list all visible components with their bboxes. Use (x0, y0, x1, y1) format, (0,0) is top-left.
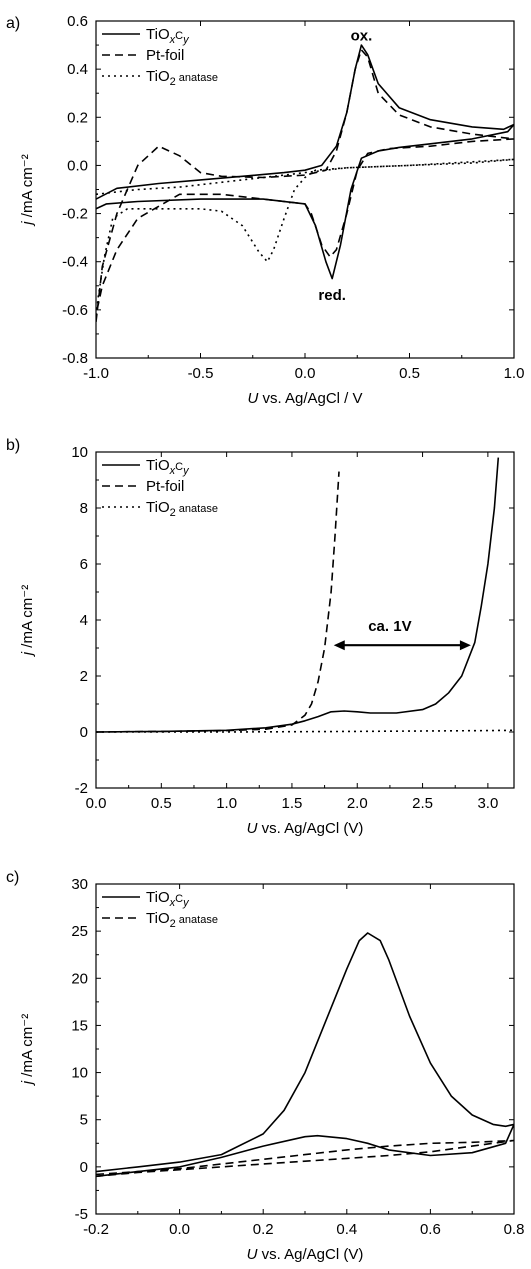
series-line-0 (96, 932, 514, 1178)
annotation-1: red. (318, 287, 346, 304)
y-tick-label: -5 (75, 1206, 88, 1223)
x-tick-label: 0.4 (336, 1221, 357, 1238)
legend-label-1: TiO2 anatase (146, 910, 218, 930)
y-axis-title: j /mA cm⁻² (19, 585, 36, 657)
legend-label-1: Pt-foil (146, 478, 184, 495)
x-tick-label: -0.2 (83, 1221, 109, 1238)
x-tick-label: -0.5 (188, 365, 214, 382)
legend-label-2: TiO2 anatase (146, 499, 218, 519)
y-tick-label: 30 (71, 876, 88, 893)
y-axis-title: j /mA cm⁻² (19, 1014, 36, 1086)
arrowhead-right-icon (459, 640, 471, 651)
y-tick-label: 5 (80, 1112, 88, 1129)
x-tick-label: 2.0 (347, 795, 368, 812)
y-axis-title: j /mA cm⁻² (19, 154, 36, 226)
y-tick-label: 15 (71, 1017, 88, 1034)
x-tick-label: 0.5 (399, 365, 420, 382)
y-tick-label: -0.2 (62, 206, 88, 223)
x-tick-label: 2.5 (412, 795, 433, 812)
legend-label-0: TiOxCy (146, 26, 190, 46)
x-tick-label: 0.2 (253, 1221, 274, 1238)
x-tick-label: 0.0 (169, 1221, 190, 1238)
arrowhead-left-icon (333, 640, 345, 651)
panel-letter-c: c) (6, 869, 19, 886)
y-tick-label: 4 (80, 612, 88, 629)
y-tick-label: 0 (80, 1159, 88, 1176)
y-tick-label: -0.4 (62, 254, 88, 271)
y-tick-label: 2 (80, 668, 88, 685)
legend-label-1: Pt-foil (146, 47, 184, 64)
legend-label-0: TiOxCy (146, 457, 190, 477)
chart-panel-b: b) 0.0 0.5 1.0 1.5 2.0 2.5 3.0 -2 0 2 4 6 8 10 U vs. Ag… (6, 437, 515, 837)
x-tick-label: 0.6 (420, 1221, 441, 1238)
annotation-0: ox. (351, 27, 373, 44)
y-tick-label: -0.6 (62, 302, 88, 319)
y-tick-label: 20 (71, 970, 88, 987)
x-tick-label: 1.0 (216, 795, 237, 812)
legend-label-2: TiO2 anatase (146, 68, 218, 88)
x-tick-label: 0.5 (151, 795, 172, 812)
y-tick-label: 6 (80, 556, 88, 573)
chart-panel-a: a) -1.0 -0.5 0.0 0.5 1.0 -0.8 -0.6 -0.4 -0.2 0.0 0.… (6, 13, 524, 407)
y-tick-label: 0 (80, 724, 88, 741)
legend-label-0: TiOxCy (146, 889, 190, 909)
y-tick-label: 25 (71, 923, 88, 940)
y-tick-label: 0.6 (67, 13, 88, 30)
y-tick-label: -2 (75, 780, 88, 797)
series-line-1 (96, 1139, 514, 1178)
series-line-1 (96, 471, 340, 733)
x-tick-label: 3.0 (477, 795, 498, 812)
series-line-0 (96, 457, 500, 733)
x-axis-title: U vs. Ag/AgCl (V) (247, 820, 364, 837)
series-line-2 (96, 158, 514, 320)
x-tick-label: 1.5 (282, 795, 303, 812)
x-tick-label: 0.0 (86, 795, 107, 812)
y-tick-label: -0.8 (62, 350, 88, 367)
y-tick-label: 0.0 (67, 157, 88, 174)
y-tick-label: 8 (80, 500, 88, 517)
y-tick-label: 10 (71, 1065, 88, 1082)
chart-panel-c: c) -0.2 0.0 0.2 0.4 0.6 0.8 -5 0 5 10 15 20 25 30 U vs.… (6, 869, 524, 1263)
panel-letter-b: b) (6, 437, 20, 454)
y-tick-label: 0.2 (67, 109, 88, 126)
x-tick-label: 0.8 (504, 1221, 525, 1238)
x-tick-label: 1.0 (504, 365, 525, 382)
x-tick-label: -1.0 (83, 365, 109, 382)
x-axis-title: U vs. Ag/AgCl (V) (247, 1246, 364, 1263)
series-line-1 (96, 49, 514, 322)
x-tick-label: 0.0 (295, 365, 316, 382)
panel-letter-a: a) (6, 15, 20, 32)
y-tick-label: 0.4 (67, 61, 88, 78)
x-axis-title: U vs. Ag/AgCl / V (247, 390, 362, 407)
annotation-0: ca. 1V (368, 618, 411, 635)
y-tick-label: 10 (71, 444, 88, 461)
series-line-0 (96, 44, 514, 280)
